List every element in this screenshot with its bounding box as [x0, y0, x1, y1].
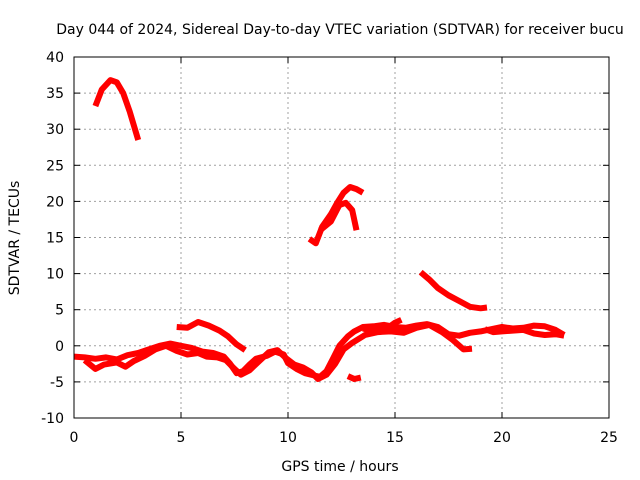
x-tick-labels: 0 5 10 15 20 25 — [70, 430, 618, 446]
x-axis-label: GPS time / hours — [281, 459, 398, 475]
x-tick-label: 15 — [386, 430, 404, 446]
grid — [74, 57, 609, 418]
x-tick-label: 10 — [279, 430, 297, 446]
series-arc-2 — [307, 184, 365, 247]
series-arc-7 — [82, 321, 473, 382]
series-arc-1 — [92, 77, 142, 141]
y-tick-label: 20 — [46, 194, 64, 210]
y-axis-label: SDTVAR / TECUs — [7, 181, 23, 296]
x-tick-label: 20 — [493, 430, 511, 446]
x-tick-label: 25 — [600, 430, 618, 446]
axis-ticks — [73, 56, 610, 419]
x-tick-label: 0 — [70, 430, 79, 446]
y-tick-label: 0 — [55, 339, 64, 355]
series-arc-9 — [362, 317, 403, 335]
series-arc-5 — [346, 373, 362, 382]
series-arc-8 — [176, 319, 247, 353]
y-tick-label: -5 — [50, 375, 64, 391]
x-tick-label: 5 — [177, 430, 186, 446]
y-tick-label: 25 — [46, 158, 64, 174]
y-tick-label: 10 — [46, 267, 64, 283]
data-series — [73, 77, 566, 382]
series-arc-4 — [418, 269, 488, 312]
chart-title: Day 044 of 2024, Sidereal Day-to-day VTE… — [56, 22, 624, 38]
y-tick-label: 5 — [55, 303, 64, 319]
y-tick-label: -10 — [41, 411, 64, 427]
series-arc-3 — [318, 199, 360, 233]
y-tick-label: 30 — [46, 122, 64, 138]
y-tick-labels: -10 -5 0 5 10 15 20 25 30 35 40 — [41, 50, 64, 427]
y-tick-label: 40 — [46, 50, 64, 66]
y-tick-label: 35 — [46, 86, 64, 102]
y-tick-label: 15 — [46, 231, 64, 247]
series-arc-10 — [483, 326, 565, 339]
